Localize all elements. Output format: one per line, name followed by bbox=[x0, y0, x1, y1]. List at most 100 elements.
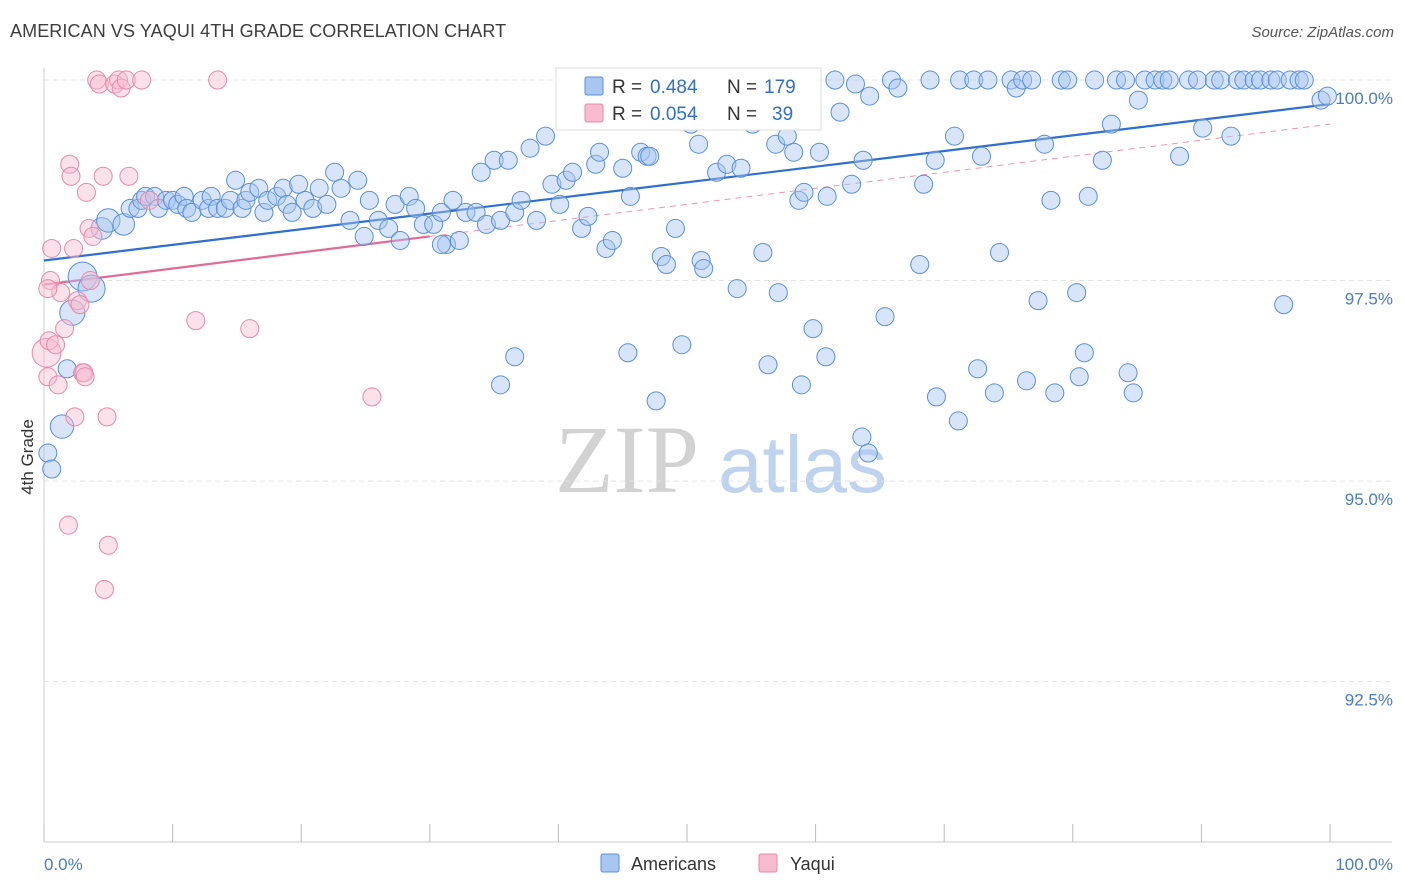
americans-point-122 bbox=[910, 255, 930, 275]
americans-point-177 bbox=[758, 355, 778, 375]
y-tick-label-3: 100.0% bbox=[1335, 89, 1393, 108]
americans-point-154 bbox=[1153, 70, 1173, 90]
americans-point-47 bbox=[348, 170, 368, 190]
americans-point-0 bbox=[38, 443, 58, 463]
americans-point-73 bbox=[536, 126, 556, 146]
americans-point-65 bbox=[476, 214, 496, 234]
americans-point-79 bbox=[578, 206, 598, 226]
yaqui-point-38 bbox=[240, 319, 260, 339]
americans-point-9 bbox=[112, 213, 136, 236]
series-legend: Americans Yaqui bbox=[600, 853, 835, 874]
americans-point-161 bbox=[1211, 70, 1231, 90]
americans-point-101 bbox=[731, 158, 751, 178]
americans-point-134 bbox=[1006, 78, 1026, 98]
americans-point-191 bbox=[672, 335, 692, 355]
americans-point-69 bbox=[505, 202, 525, 222]
stats-legend: R = 0.484 N = 179 R = 0.054 N = 39 bbox=[555, 67, 822, 131]
yaqui-r-label: R = bbox=[612, 104, 642, 125]
americans-point-124 bbox=[920, 70, 940, 90]
americans-point-151 bbox=[1128, 90, 1148, 110]
americans-n-value: 179 bbox=[764, 77, 796, 98]
yaqui-point-9 bbox=[58, 515, 78, 535]
yaqui-point-24 bbox=[89, 74, 109, 94]
yaqui-point-15 bbox=[70, 295, 90, 315]
americans-point-155 bbox=[1159, 70, 1179, 90]
americans-point-184 bbox=[1017, 371, 1037, 391]
trend-lines bbox=[43, 103, 1331, 286]
americans-point-181 bbox=[858, 443, 878, 463]
legend-americans-label: Americans bbox=[631, 854, 716, 874]
legend-yaqui-swatch bbox=[758, 853, 778, 873]
americans-point-132 bbox=[989, 242, 1009, 262]
americans-point-53 bbox=[390, 230, 410, 250]
americans-point-114 bbox=[830, 102, 850, 122]
americans-point-52 bbox=[385, 194, 405, 214]
americans-point-31 bbox=[240, 182, 260, 202]
americans-point-49 bbox=[359, 190, 379, 210]
yaqui-n-value: 39 bbox=[772, 104, 793, 125]
americans-point-33 bbox=[254, 202, 274, 222]
americans-point-146 bbox=[1092, 150, 1112, 170]
americans-point-107 bbox=[784, 142, 804, 162]
americans-point-178 bbox=[791, 375, 811, 395]
americans-point-180 bbox=[852, 427, 872, 447]
yaqui-r-value: 0.054 bbox=[650, 104, 698, 125]
americans-point-165 bbox=[1244, 70, 1264, 90]
americans-point-164 bbox=[1234, 70, 1254, 90]
americans-point-176 bbox=[505, 347, 525, 367]
americans-point-51 bbox=[379, 218, 399, 238]
y-tick-label-0: 92.5% bbox=[1345, 691, 1393, 710]
americans-point-60 bbox=[443, 190, 463, 210]
americans-point-36 bbox=[273, 178, 293, 198]
americans-legend-swatch bbox=[584, 76, 604, 96]
americans-point-22 bbox=[192, 190, 212, 210]
yaqui-point-12 bbox=[64, 238, 84, 258]
americans-point-35 bbox=[267, 186, 287, 206]
americans-point-88 bbox=[640, 146, 660, 166]
americans-point-119 bbox=[875, 307, 895, 327]
axes bbox=[43, 68, 1392, 843]
americans-point-183 bbox=[968, 359, 988, 379]
americans-point-1 bbox=[42, 459, 62, 479]
yaqui-point-11 bbox=[61, 166, 81, 186]
americans-point-138 bbox=[1035, 134, 1055, 154]
americans-point-82 bbox=[596, 238, 616, 258]
americans-point-18 bbox=[168, 194, 188, 214]
americans-point-163 bbox=[1227, 70, 1247, 90]
yaqui-point-22 bbox=[83, 226, 103, 246]
americans-point-123 bbox=[914, 174, 934, 194]
americans-point-160 bbox=[1204, 70, 1224, 90]
americans-point-19 bbox=[174, 186, 194, 206]
x-tick-label-max: 100.0% bbox=[1335, 855, 1393, 874]
americans-point-99 bbox=[717, 154, 737, 174]
americans-point-129 bbox=[971, 146, 991, 166]
americans-point-83 bbox=[602, 230, 622, 250]
americans-point-188 bbox=[491, 375, 511, 395]
yaqui-point-1 bbox=[38, 367, 58, 387]
americans-point-141 bbox=[1058, 70, 1078, 90]
yaqui-point-39 bbox=[362, 387, 382, 407]
americans-point-171 bbox=[1289, 70, 1309, 90]
americans-point-167 bbox=[1261, 70, 1281, 90]
americans-point-55 bbox=[406, 198, 426, 218]
yaqui-point-26 bbox=[97, 407, 117, 427]
americans-point-127 bbox=[950, 70, 970, 90]
americans-point-105 bbox=[768, 283, 788, 303]
watermark: ZIP atlas bbox=[555, 406, 887, 513]
americans-point-57 bbox=[424, 214, 444, 234]
x-axis-ticks bbox=[43, 824, 1331, 842]
americans-r-label: R = bbox=[612, 77, 642, 98]
americans-point-120 bbox=[881, 70, 901, 90]
americans-point-125 bbox=[925, 150, 945, 170]
americans-point-187 bbox=[1069, 367, 1089, 387]
americans-point-94 bbox=[691, 250, 711, 270]
americans-point-56 bbox=[413, 214, 433, 234]
americans-point-131 bbox=[984, 383, 1004, 403]
yaqui-point-34 bbox=[132, 70, 152, 90]
americans-point-67 bbox=[491, 210, 511, 230]
yaqui-point-32 bbox=[116, 70, 136, 90]
americans-point-10 bbox=[120, 198, 140, 218]
americans-point-103 bbox=[753, 242, 773, 262]
americans-point-97 bbox=[707, 162, 727, 182]
